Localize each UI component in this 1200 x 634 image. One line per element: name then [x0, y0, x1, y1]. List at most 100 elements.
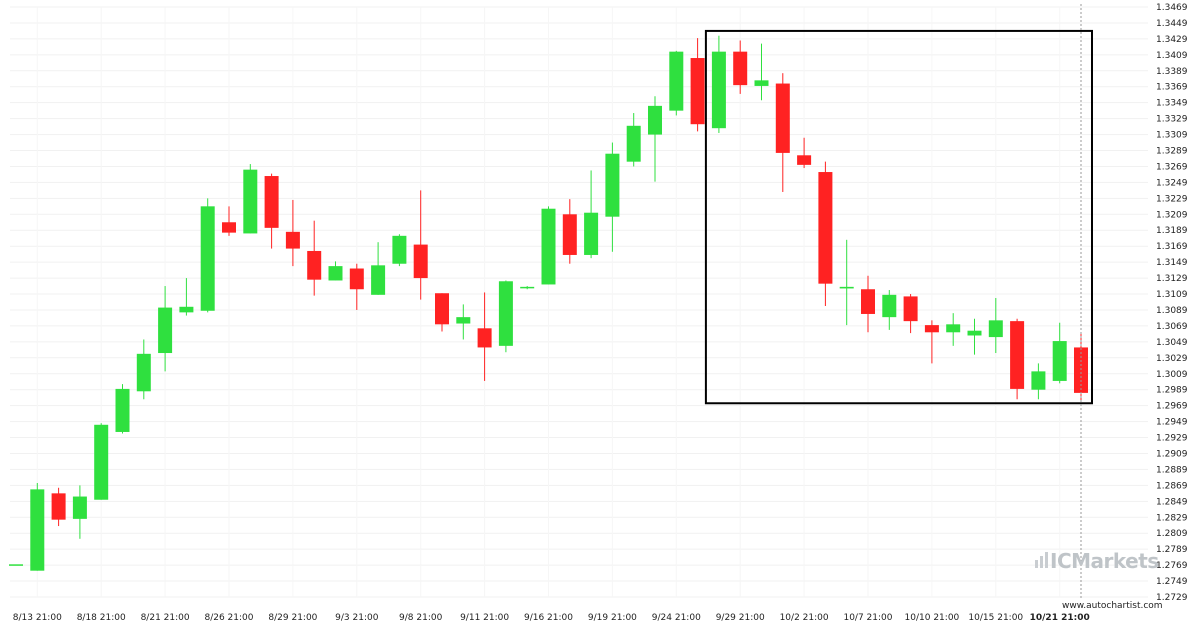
x-tick-label: 10/15 21:00 — [968, 613, 1023, 623]
candle — [179, 278, 194, 316]
candle — [115, 384, 130, 434]
candle-body — [498, 281, 513, 346]
candle — [1031, 363, 1046, 400]
y-tick-label: 1.2769 — [1156, 561, 1188, 571]
candle-body — [882, 294, 897, 318]
candle — [1052, 322, 1067, 384]
y-tick-label: 1.3409 — [1156, 51, 1188, 61]
candle — [924, 320, 939, 364]
candle-body — [413, 244, 428, 279]
x-tick-label: 8/21 21:00 — [141, 613, 190, 623]
candle — [328, 261, 343, 281]
candle — [413, 190, 428, 300]
candle — [477, 292, 492, 381]
candle — [626, 113, 641, 167]
y-tick-label: 1.2829 — [1156, 513, 1188, 523]
x-tick-label: 10/7 21:00 — [843, 613, 892, 623]
candle — [9, 564, 23, 566]
candle-body — [243, 169, 258, 234]
candle-body — [30, 489, 45, 571]
candle-body — [200, 206, 215, 311]
candle-body — [371, 265, 386, 295]
candle-body — [456, 317, 471, 324]
candle-body — [903, 296, 918, 322]
candle — [562, 199, 577, 264]
candle-body — [9, 564, 23, 566]
x-tick-label: 8/29 21:00 — [268, 613, 317, 623]
candle — [200, 198, 215, 313]
y-tick-label: 1.3449 — [1156, 19, 1188, 29]
y-tick-label: 1.3269 — [1156, 162, 1188, 172]
y-tick-label: 1.2789 — [1156, 545, 1188, 555]
candle-body — [72, 496, 87, 519]
y-tick-label: 1.2969 — [1156, 402, 1188, 412]
y-tick-label: 1.2869 — [1156, 481, 1188, 491]
candle — [136, 339, 151, 400]
x-tick-label: 9/19 21:00 — [588, 613, 637, 623]
candle-body — [690, 58, 705, 125]
candle-body — [562, 214, 577, 255]
x-tick-label: 10/2 21:00 — [780, 613, 829, 623]
candle-body — [946, 324, 961, 333]
watermark-brand: ICMarkets — [1050, 549, 1159, 573]
y-tick-label: 1.3469 — [1156, 3, 1188, 13]
candle-body — [861, 289, 875, 314]
y-tick-label: 1.3229 — [1156, 194, 1188, 204]
candle-body — [1031, 371, 1046, 390]
candle-body — [1074, 347, 1088, 393]
credit-link[interactable]: www.autochartist.com — [1062, 601, 1163, 611]
y-tick-label: 1.2749 — [1156, 577, 1188, 587]
candle-body — [754, 80, 769, 86]
candle — [733, 40, 748, 94]
candle — [243, 164, 258, 234]
candle-body — [435, 293, 449, 325]
watermark: ICMarkets — [1035, 549, 1159, 573]
y-tick-label: 1.2889 — [1156, 465, 1188, 475]
y-tick-label: 1.2949 — [1156, 418, 1188, 428]
candle — [349, 263, 364, 310]
x-tick-label: 8/13 21:00 — [13, 613, 62, 623]
candle-body — [818, 172, 833, 284]
y-tick-label: 1.2849 — [1156, 497, 1188, 507]
candle — [669, 50, 684, 116]
candle — [307, 220, 322, 296]
candle — [456, 304, 471, 340]
y-tick-label: 1.3249 — [1156, 178, 1188, 188]
x-tick-label: 9/3 21:00 — [335, 613, 379, 623]
y-tick-label: 1.3069 — [1156, 322, 1188, 332]
candle-body — [967, 330, 982, 336]
candle — [435, 293, 449, 332]
x-tick-label: 9/29 21:00 — [716, 613, 765, 623]
y-tick-label: 1.3349 — [1156, 99, 1188, 109]
candle-body — [307, 250, 322, 280]
y-tick-label: 1.3309 — [1156, 131, 1188, 141]
candle-body — [477, 328, 492, 348]
candle — [818, 161, 833, 306]
candle-body — [285, 231, 300, 249]
candle-body — [1052, 341, 1067, 381]
candle-body — [669, 51, 684, 111]
candle — [371, 242, 386, 295]
pattern-rectangle — [704, 29, 1094, 405]
candle-body — [924, 325, 939, 333]
candle-body — [179, 306, 194, 313]
candle — [775, 73, 790, 192]
y-tick-label: 1.2989 — [1156, 386, 1188, 396]
candle — [222, 206, 236, 236]
candle — [605, 142, 620, 252]
candle — [797, 137, 812, 169]
candle-body — [328, 266, 343, 281]
x-tick-label: 8/18 21:00 — [77, 613, 126, 623]
y-tick-label: 1.3089 — [1156, 306, 1188, 316]
x-axis: 8/13 21:00 8/18 21:00 8/21 21:00 8/26 21:00… — [13, 613, 1090, 623]
candle-body — [349, 268, 364, 290]
candle-body — [541, 208, 556, 285]
x-tick-label: 9/11 21:00 — [460, 613, 509, 623]
candle-body — [605, 153, 620, 217]
candle-body — [51, 493, 66, 520]
y-tick-label: 1.3049 — [1156, 338, 1188, 348]
y-tick-label: 1.3289 — [1156, 147, 1188, 157]
candle-body — [648, 105, 662, 135]
